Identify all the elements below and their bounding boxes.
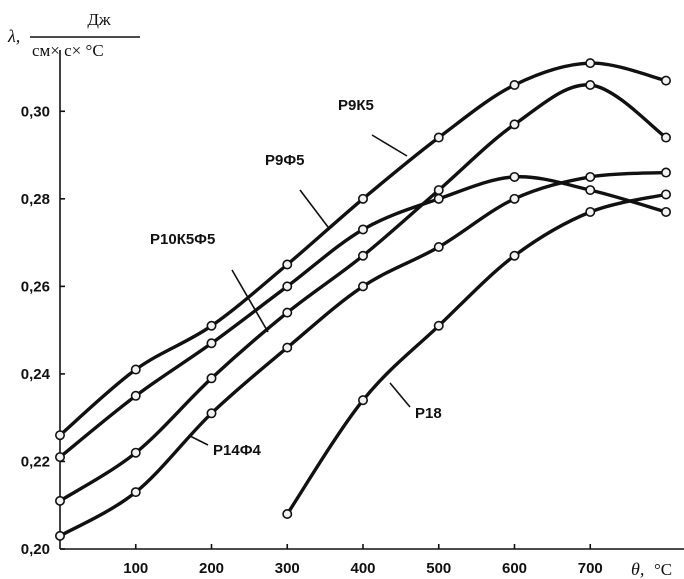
data-point (433, 241, 444, 252)
data-point (433, 320, 444, 331)
data-point (660, 75, 671, 86)
series-leader-p18 (389, 382, 411, 408)
data-point (660, 167, 671, 178)
data-point (206, 373, 217, 384)
x-axis-symbol: θ, (631, 559, 644, 579)
series-labels: Р9К5 Р9Ф5 Р10К5Ф5 Р14Ф4 Р18 (150, 97, 442, 459)
x-axis-label: θ, °С (631, 559, 672, 579)
data-point (585, 80, 596, 91)
data-point (357, 250, 368, 261)
data-point (357, 395, 368, 406)
data-point (509, 193, 520, 204)
data-point (660, 189, 671, 200)
data-point (585, 206, 596, 217)
series-line-3 (58, 170, 668, 538)
data-point (585, 185, 596, 196)
data-point (585, 171, 596, 182)
series-label-p18: Р18 (415, 405, 442, 422)
data-point (509, 250, 520, 261)
data-point (357, 281, 368, 292)
data-point (54, 495, 65, 506)
data-point (433, 132, 444, 143)
x-tick-label: 200 (199, 560, 224, 577)
data-point (509, 80, 520, 91)
data-point (130, 390, 141, 401)
data-point (54, 452, 65, 463)
data-point (54, 530, 65, 541)
data-point (282, 307, 293, 318)
data-point (660, 206, 671, 217)
x-tick-label: 500 (426, 560, 451, 577)
data-point (130, 447, 141, 458)
data-point (509, 119, 520, 130)
data-point (585, 58, 596, 69)
y-tick-label: 0,30 (21, 103, 50, 120)
data-point (282, 508, 293, 519)
y-tick-label: 0,24 (21, 366, 51, 383)
y-axis-symbol: λ, (7, 26, 20, 46)
data-point (130, 487, 141, 498)
x-tick-label: 600 (502, 560, 527, 577)
y-axis-label: λ, Дж см× с× °С (7, 10, 140, 60)
curves (58, 61, 668, 538)
data-point (206, 320, 217, 331)
x-axis-unit: °С (654, 560, 672, 579)
data-point (54, 430, 65, 441)
y-tick-label: 0,28 (21, 191, 50, 208)
x-ticks: 100 200 300 400 500 600 700 (123, 544, 603, 577)
series-leader-p9k5 (371, 134, 408, 157)
y-axis-unit-denominator: см× с× °С (32, 41, 104, 60)
series-label-p9k5: Р9К5 (338, 97, 374, 114)
x-tick-label: 700 (578, 560, 603, 577)
data-point (509, 171, 520, 182)
y-tick-label: 0,22 (21, 453, 50, 470)
series-line-2 (58, 83, 668, 503)
data-point (357, 224, 368, 235)
data-point (433, 193, 444, 204)
series-leader-p14f4 (189, 435, 209, 446)
x-tick-label: 400 (350, 560, 375, 577)
data-point (433, 185, 444, 196)
series-line-0 (58, 61, 668, 437)
y-ticks: 0,20 0,22 0,24 0,26 0,28 0,30 (21, 103, 65, 558)
axes (59, 50, 684, 550)
series-label-p10k5f5: Р10К5Ф5 (150, 231, 215, 248)
x-tick-label: 100 (123, 560, 148, 577)
data-point (206, 338, 217, 349)
data-point (282, 342, 293, 353)
y-tick-label: 0,26 (21, 278, 50, 295)
y-tick-label: 0,20 (21, 541, 50, 558)
x-tick-label: 300 (275, 560, 300, 577)
series-leader-p10k5f5 (231, 269, 269, 333)
series-leader-p9f5 (299, 189, 329, 228)
series-label-p9f5: Р9Ф5 (265, 152, 305, 169)
y-axis-unit-numerator: Дж (87, 10, 111, 29)
data-point (282, 281, 293, 292)
data-point (282, 259, 293, 270)
data-point (130, 364, 141, 375)
data-point (206, 408, 217, 419)
series-label-p14f4: Р14Ф4 (213, 442, 261, 459)
data-point (660, 132, 671, 143)
data-point (357, 193, 368, 204)
data-points (54, 58, 671, 541)
